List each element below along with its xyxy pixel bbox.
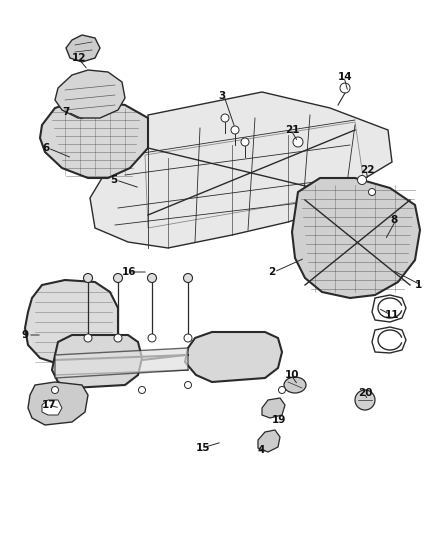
Circle shape [84, 273, 92, 282]
Ellipse shape [68, 136, 82, 144]
Circle shape [113, 273, 123, 282]
Circle shape [368, 189, 375, 196]
Text: 17: 17 [42, 400, 57, 410]
Circle shape [148, 334, 156, 342]
Ellipse shape [330, 230, 346, 239]
Text: 21: 21 [285, 125, 300, 135]
Circle shape [357, 175, 367, 184]
Polygon shape [28, 382, 88, 425]
Polygon shape [258, 430, 280, 452]
Text: 1: 1 [415, 280, 422, 290]
Polygon shape [40, 100, 148, 178]
Text: 11: 11 [385, 310, 399, 320]
Text: 2: 2 [268, 267, 275, 277]
Circle shape [355, 390, 375, 410]
Text: 16: 16 [122, 267, 137, 277]
Circle shape [293, 137, 303, 147]
Circle shape [184, 382, 191, 389]
Text: 12: 12 [72, 53, 86, 63]
Polygon shape [90, 92, 392, 248]
Circle shape [52, 386, 59, 393]
Circle shape [148, 273, 156, 282]
Text: 20: 20 [358, 388, 372, 398]
Text: 7: 7 [62, 107, 69, 117]
Polygon shape [52, 335, 142, 388]
Text: 9: 9 [22, 330, 29, 340]
Circle shape [221, 114, 229, 122]
Ellipse shape [360, 223, 376, 232]
Circle shape [279, 386, 286, 393]
Text: 3: 3 [218, 91, 225, 101]
Ellipse shape [337, 254, 353, 262]
Text: 6: 6 [42, 143, 49, 153]
Text: 19: 19 [272, 415, 286, 425]
Polygon shape [55, 348, 188, 378]
Text: 22: 22 [360, 165, 374, 175]
Text: 5: 5 [110, 175, 117, 185]
Ellipse shape [98, 131, 112, 139]
Text: 4: 4 [258, 445, 265, 455]
Polygon shape [25, 280, 118, 365]
Circle shape [231, 126, 239, 134]
Text: 15: 15 [196, 443, 211, 453]
Circle shape [340, 83, 350, 93]
Text: 10: 10 [285, 370, 300, 380]
Ellipse shape [284, 377, 306, 393]
Polygon shape [185, 332, 282, 382]
Circle shape [114, 334, 122, 342]
Polygon shape [262, 398, 285, 418]
Text: 14: 14 [338, 72, 353, 82]
Text: 8: 8 [390, 215, 397, 225]
Circle shape [138, 386, 145, 393]
Circle shape [184, 273, 192, 282]
Polygon shape [292, 178, 420, 298]
Polygon shape [55, 70, 125, 118]
Polygon shape [66, 35, 100, 62]
Ellipse shape [118, 141, 132, 149]
Circle shape [84, 334, 92, 342]
Polygon shape [42, 400, 62, 415]
Circle shape [184, 334, 192, 342]
Ellipse shape [367, 247, 383, 256]
Circle shape [241, 138, 249, 146]
